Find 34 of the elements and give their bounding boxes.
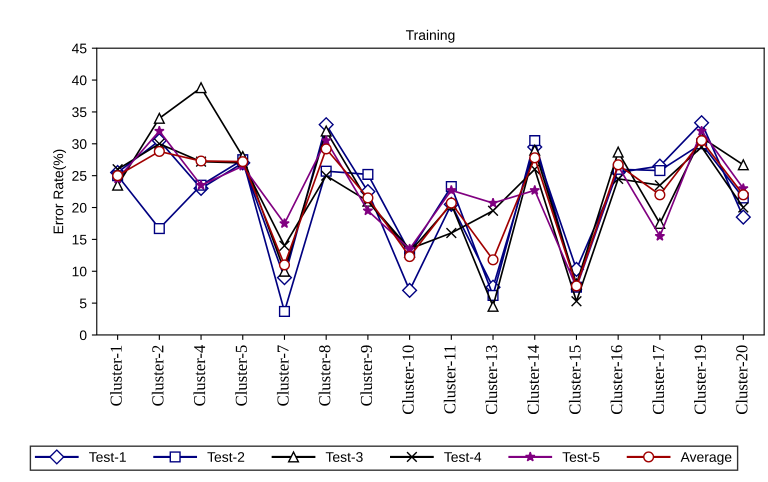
legend-label: Test-5 (562, 452, 600, 462)
y-tick-label: 45 (72, 44, 86, 54)
chart-title: Training (406, 30, 454, 43)
x-tick-label: Cluster-2 (152, 346, 164, 406)
x-tick-label: Cluster-8 (318, 345, 330, 406)
x-tick-label: Cluster-10 (402, 345, 414, 414)
x-tick-label: Cluster-5 (235, 345, 247, 406)
y-tick-label: 30 (72, 139, 87, 149)
x-tick-label: Cluster-13 (485, 345, 498, 414)
y-tick-label: 25 (72, 170, 86, 181)
x-tick-label: Cluster-16 (610, 345, 622, 414)
y-tick-label: 20 (72, 202, 87, 213)
y-tick-label: 5 (80, 298, 86, 308)
y-tick-label: 0 (80, 330, 87, 340)
x-tick-label: Cluster-4 (193, 344, 206, 406)
x-tick-label: Cluster-11 (444, 346, 456, 414)
legend-label: Test-2 (207, 452, 244, 462)
legend-label: Average (680, 452, 732, 465)
y-tick-label: 40 (72, 75, 87, 86)
y-tick-label: 15 (72, 234, 86, 245)
x-tick-label: Cluster-19 (694, 345, 706, 414)
legend-label: Test-1 (89, 452, 126, 462)
x-tick-label: Cluster-1 (110, 346, 122, 406)
x-tick-label: Cluster-15 (568, 345, 581, 414)
x-tick-label: Cluster-14 (527, 344, 539, 414)
x-tick-label: Cluster-17 (652, 345, 664, 414)
legend-label: Test-3 (326, 452, 363, 462)
y-tick-label: 35 (72, 107, 86, 118)
y-axis-title: Error Rate(%) (53, 150, 66, 234)
y-tick-label: 10 (72, 266, 87, 276)
legend-label: Test-4 (444, 452, 482, 462)
x-tick-label: Cluster-9 (360, 345, 372, 406)
x-tick-label: Cluster-20 (736, 345, 748, 414)
x-tick-label: Cluster-7 (276, 345, 289, 406)
